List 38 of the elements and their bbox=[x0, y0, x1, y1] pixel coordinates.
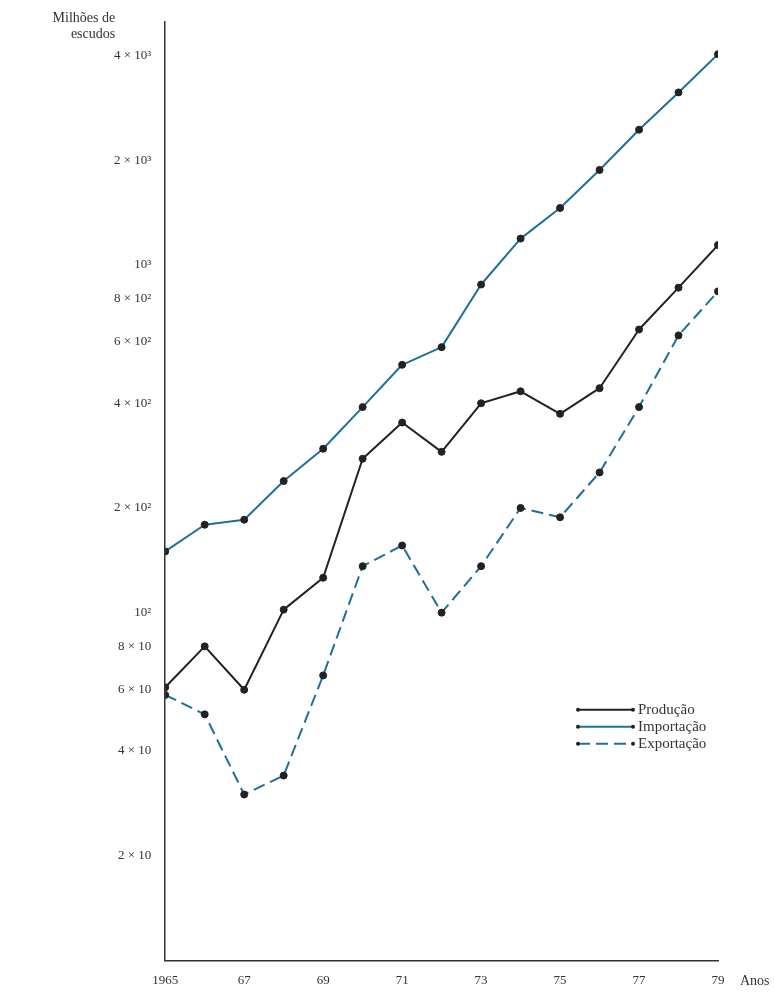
x-tick-label: 79 bbox=[711, 971, 725, 987]
y-tick-label: 6 × 10² bbox=[113, 333, 152, 349]
legend-label: Produção bbox=[638, 700, 695, 717]
y-tick-label: 10³ bbox=[134, 256, 152, 272]
legend-label: Exportação bbox=[638, 734, 707, 751]
point bbox=[398, 418, 407, 427]
point bbox=[279, 605, 288, 614]
y-tick-label: 4 × 10 bbox=[117, 742, 152, 758]
y-tick-label: 2 × 10 bbox=[117, 847, 152, 863]
point bbox=[674, 283, 683, 292]
point bbox=[635, 325, 644, 334]
legend-label: Importação bbox=[638, 717, 707, 734]
point bbox=[595, 384, 604, 393]
point bbox=[319, 573, 328, 582]
y-tick-label: 4 × 10² bbox=[113, 394, 152, 410]
x-tick-label: 69 bbox=[316, 971, 330, 987]
y-tick-label: 6 × 10 bbox=[117, 681, 152, 697]
point bbox=[358, 454, 367, 463]
x-tick-label: 67 bbox=[237, 971, 252, 987]
y-axis-title: Milhões de escudos bbox=[52, 10, 116, 41]
point bbox=[516, 387, 525, 396]
point bbox=[437, 447, 446, 456]
y-tick-label: 10² bbox=[134, 604, 152, 620]
y-tick-label: 8 × 10² bbox=[113, 290, 152, 305]
y-tick-label: 8 × 10 bbox=[117, 637, 152, 653]
point bbox=[477, 399, 486, 408]
x-tick-label: 1965 bbox=[152, 971, 179, 987]
x-tick-label: 73 bbox=[474, 971, 488, 987]
y-tick-label: 4 × 10³ bbox=[113, 46, 152, 62]
y-tick-label: 2 × 10² bbox=[113, 499, 152, 515]
x-tick-label: 71 bbox=[395, 971, 409, 987]
x-tick-label: 75 bbox=[553, 971, 567, 987]
point bbox=[240, 685, 249, 694]
x-axis-title: Anos bbox=[740, 973, 770, 989]
point bbox=[556, 409, 565, 418]
x-tick-label: 77 bbox=[632, 971, 647, 987]
point bbox=[200, 642, 209, 651]
y-tick-label: 2 × 10³ bbox=[113, 151, 152, 167]
